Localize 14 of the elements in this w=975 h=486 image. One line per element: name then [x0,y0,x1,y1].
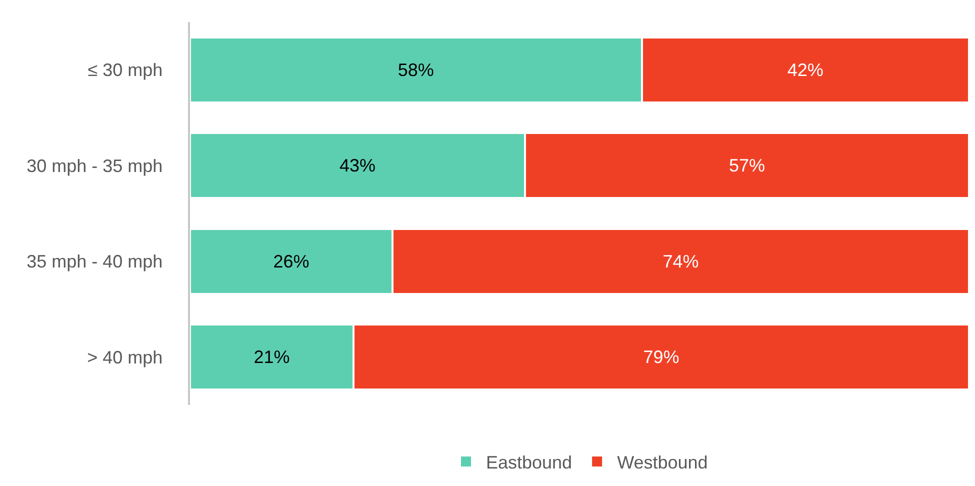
data-label: 42% [787,60,824,80]
data-label: 21% [254,347,290,368]
data-label: 57% [728,156,765,176]
data-label: 58% [398,60,434,80]
data-label: 74% [662,251,699,272]
legend-label: Eastbound [486,452,572,473]
y-tick-label: > 40 mph [87,347,163,368]
y-tick-label: 35 mph - 40 mph [26,252,163,272]
legend-label: Westbound [617,452,708,473]
data-label: 43% [339,156,376,176]
y-tick-label: ≤ 30 mph [88,60,163,80]
data-label: 26% [273,251,310,272]
y-tick-label: 30 mph - 35 mph [26,156,163,176]
data-label: 79% [643,347,680,368]
